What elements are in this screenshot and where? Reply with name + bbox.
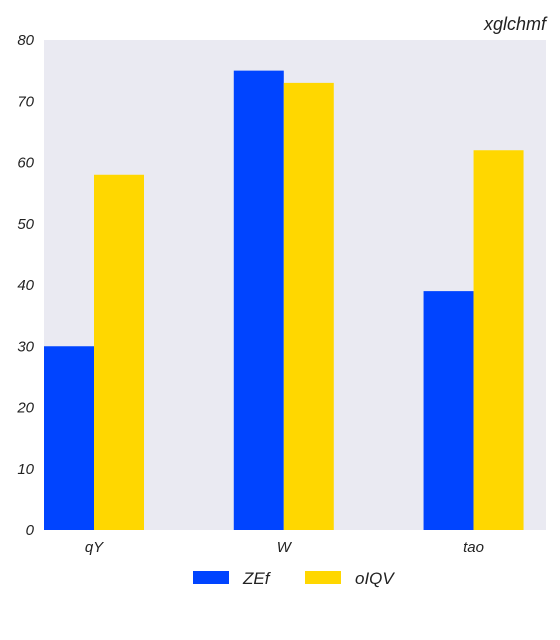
legend: ZEf oIQV <box>193 569 395 588</box>
bar-oIQV-tao <box>473 150 524 530</box>
y-tick-label: 80 <box>17 32 34 49</box>
y-tick-label: 40 <box>17 277 34 294</box>
chart-title: xglchmf <box>483 14 548 34</box>
legend-swatch <box>305 571 341 584</box>
bar-ZEf-qY <box>44 346 94 530</box>
legend-label: oIQV <box>355 569 395 588</box>
x-tick-label: qY <box>85 539 104 556</box>
legend-label: ZEf <box>242 569 272 588</box>
bar-oIQV-qY <box>94 174 144 530</box>
y-tick-label: 0 <box>26 522 35 539</box>
y-tick-label: 20 <box>16 400 34 417</box>
y-axis: 0 10 20 30 40 50 60 70 80 <box>16 32 34 539</box>
bar-oIQV-W <box>283 82 334 530</box>
y-tick-label: 30 <box>17 338 34 355</box>
x-tick-label: tao <box>463 539 484 556</box>
bars <box>44 70 524 530</box>
bar-ZEf-tao <box>423 291 474 530</box>
bar-ZEf-W <box>233 70 284 530</box>
y-tick-label: 10 <box>17 461 34 478</box>
legend-swatch <box>193 571 229 584</box>
y-tick-label: 50 <box>17 216 34 233</box>
x-tick-label: W <box>277 539 293 556</box>
y-tick-label: 60 <box>17 155 34 172</box>
y-tick-label: 70 <box>17 93 34 110</box>
